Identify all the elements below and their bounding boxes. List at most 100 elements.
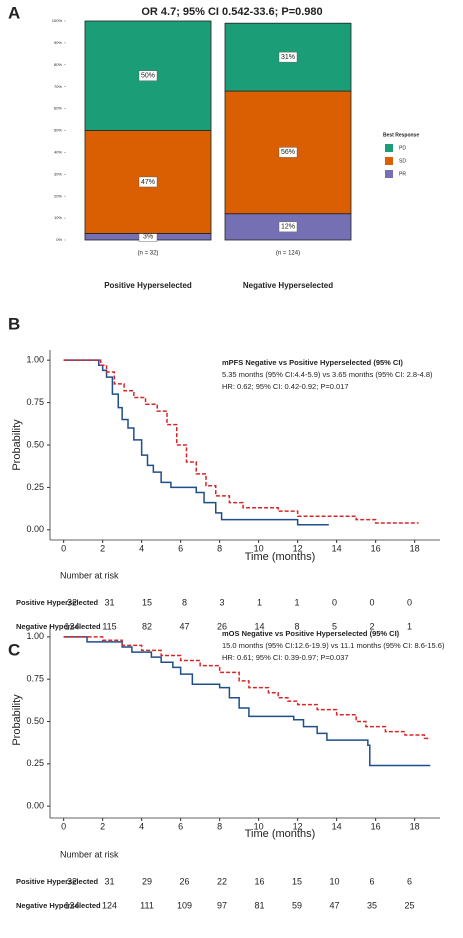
risk-count: 111 [140, 900, 154, 910]
risk-count: 5 [332, 621, 337, 631]
x-tick-label: Negative Hyperselected [243, 281, 333, 290]
risk-count: 2 [369, 621, 374, 631]
legend-label: SD [399, 158, 406, 164]
risk-count: 97 [217, 900, 227, 910]
risk-count: 1 [294, 597, 299, 607]
panel-letter: A [8, 3, 20, 22]
risk-count: 15 [292, 876, 302, 886]
y-tick-label: 60% [54, 106, 62, 111]
x-tick-label: 6 [178, 821, 183, 831]
x-tick-label: 2 [100, 821, 105, 831]
survival-curve [63, 636, 431, 740]
value-label: 31% [281, 54, 295, 61]
risk-count: 124 [102, 900, 117, 910]
legend-title: Best Response [383, 132, 419, 138]
x-tick-label: 2 [100, 543, 105, 553]
risk-count: 82 [142, 621, 152, 631]
value-label: 12% [281, 224, 295, 231]
risk-count: 0 [407, 597, 412, 607]
risk-count: 0 [332, 597, 337, 607]
risk-count: 6 [407, 876, 412, 886]
x-tick-label: 14 [332, 543, 342, 553]
risk-count: 35 [367, 900, 377, 910]
legend-key [385, 144, 393, 152]
category-note: (n = 32) [138, 251, 159, 257]
x-tick-label: 12 [293, 543, 303, 553]
risk-count: 25 [404, 900, 414, 910]
x-tick-label: 10 [254, 821, 264, 831]
y-tick-label: 1.00 [26, 631, 44, 641]
y-tick-label: 1.00 [26, 355, 44, 365]
risk-count: 8 [294, 621, 299, 631]
risk-count: 124 [64, 900, 79, 910]
x-tick-label: 0 [61, 543, 66, 553]
risk-count: 1 [257, 597, 262, 607]
value-label: 50% [141, 73, 155, 80]
risk-title: Number at risk [60, 570, 119, 580]
x-tick-label: 8 [217, 543, 222, 553]
annotation: mPFS Negative vs Positive Hyperselected … [222, 358, 403, 367]
y-tick-label: 10% [54, 215, 62, 220]
label-box [138, 70, 158, 81]
risk-row-name: Positive Hyperselected [16, 877, 99, 886]
risk-count: 109 [177, 900, 192, 910]
risk-count: 0 [369, 597, 374, 607]
risk-count: 10 [329, 876, 339, 886]
x-axis-label: Time (months) [245, 551, 316, 563]
risk-count: 59 [292, 900, 302, 910]
x-tick-label: 12 [293, 821, 303, 831]
risk-count: 47 [179, 621, 189, 631]
y-tick-label: 80% [54, 62, 62, 67]
risk-count: 124 [64, 621, 79, 631]
label-box [278, 147, 298, 158]
risk-count: 15 [142, 597, 152, 607]
x-tick-label: 16 [371, 821, 381, 831]
risk-count: 3 [219, 597, 224, 607]
y-tick-label: 0.25 [26, 758, 44, 768]
y-tick-label: 0.50 [26, 439, 44, 449]
risk-count: 81 [254, 900, 264, 910]
x-tick-label: 6 [178, 543, 183, 553]
value-label: 3% [143, 234, 153, 241]
risk-count: 16 [254, 876, 264, 886]
y-tick-label: 100% [52, 18, 63, 23]
x-axis-label: Time (months) [245, 828, 316, 840]
y-tick-label: 30% [54, 171, 62, 176]
category-note: (n = 124) [276, 251, 300, 257]
risk-count: 32 [67, 597, 77, 607]
x-tick-label: 8 [217, 821, 222, 831]
value-label: 47% [141, 179, 155, 186]
risk-count: 31 [104, 597, 114, 607]
annotation: 5.35 months (95% CI:4.4-5.9) vs 3.65 mon… [222, 370, 433, 379]
bar-segment [224, 213, 352, 241]
annotation: HR: 0.62; 95% CI: 0.42-0.92; P=0.017 [222, 382, 349, 391]
y-tick-label: 0.75 [26, 397, 44, 407]
annotation: HR: 0.61; 95% CI: 0.39-0.97; P=0.037 [222, 653, 349, 662]
annotation: 15.0 months (95% CI:12.6-19.9) vs 11.1 m… [222, 641, 445, 650]
y-tick-label: 0.25 [26, 482, 44, 492]
risk-count: 14 [254, 621, 264, 631]
y-tick-label: 50% [54, 128, 62, 133]
y-tick-label: 0.75 [26, 674, 44, 684]
y-tick-label: 70% [54, 84, 62, 89]
risk-count: 47 [329, 900, 339, 910]
x-tick-label: 18 [410, 821, 420, 831]
x-tick-label: 14 [332, 821, 342, 831]
x-tick-label: 16 [371, 543, 381, 553]
legend-label: PD [399, 145, 406, 151]
risk-count: 22 [217, 876, 227, 886]
x-tick-label: 18 [410, 543, 420, 553]
y-tick-label: 0% [56, 237, 62, 242]
annotation: mOS Negative vs Positive Hyperselected (… [222, 629, 400, 638]
risk-count: 115 [102, 621, 116, 631]
panel-letter: B [8, 314, 20, 333]
risk-row-name: Negative Hyperselected [16, 901, 101, 910]
label-box [278, 51, 298, 63]
x-tick-label: 4 [139, 821, 144, 831]
y-axis-label: Probability [11, 419, 23, 471]
chart-title: OR 4.7; 95% CI 0.542-33.6; P=0.980 [141, 6, 322, 18]
y-tick-label: 90% [54, 40, 62, 45]
y-tick-label: 20% [54, 193, 62, 198]
risk-title: Number at risk [60, 849, 119, 859]
